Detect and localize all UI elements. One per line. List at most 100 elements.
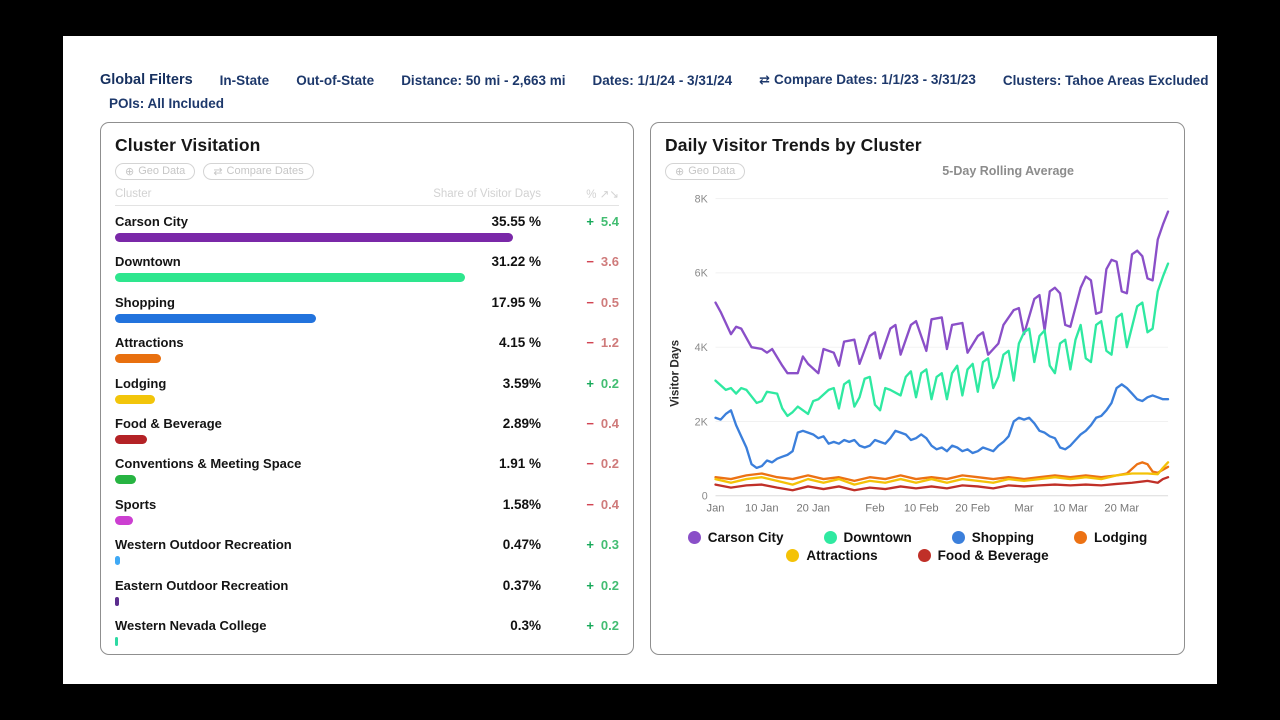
- legend-item[interactable]: Carson City: [687, 530, 784, 545]
- change-indicator: −0.2: [541, 456, 619, 471]
- change-value: 0.2: [600, 577, 619, 593]
- share-bar-track: [115, 475, 619, 485]
- geo-data-button[interactable]: ⊕ Geo Data: [115, 162, 196, 180]
- legend-item[interactable]: Lodging: [1074, 530, 1147, 545]
- table-row[interactable]: Western Nevada College 0.3% +0.2: [115, 610, 619, 650]
- filter-compare-dates-label: Compare Dates: 1/1/23 - 3/31/23: [774, 72, 976, 87]
- cluster-label: Lodging: [115, 375, 167, 391]
- filter-out-of-state[interactable]: Out-of-State: [296, 72, 375, 88]
- table-row[interactable]: Western Outdoor Recreation 0.47% +0.3: [115, 529, 619, 569]
- cluster-label: Shopping: [115, 294, 175, 310]
- cluster-visitation-title: Cluster Visitation: [115, 135, 261, 155]
- share-value: 3.59%: [502, 375, 541, 391]
- minus-icon: −: [586, 415, 594, 431]
- geo-icon: ⊕: [675, 165, 685, 178]
- change-value: 0.2: [600, 375, 619, 391]
- filter-pois[interactable]: POIs: All Included: [109, 96, 225, 111]
- daily-trends-panel: Daily Visitor Trends by Cluster ⊕ Geo Dat…: [650, 122, 1185, 655]
- trend-line-carson-city[interactable]: [714, 210, 1170, 375]
- legend-label: Shopping: [971, 530, 1034, 545]
- share-value: 31.22 %: [491, 254, 541, 270]
- change-indicator: −1.2: [541, 335, 619, 350]
- trend-line-lodging[interactable]: [714, 461, 1170, 483]
- filter-compare-dates[interactable]: ⇄ Compare Dates: 1/1/23 - 3/31/23: [759, 72, 976, 88]
- x-axis-tick-label: 20 Mar: [1104, 502, 1139, 514]
- y-axis-tick-label: 8K: [695, 193, 708, 205]
- trend-line-downtown[interactable]: [714, 262, 1170, 418]
- geo-icon: ⊕: [125, 165, 135, 178]
- x-axis-tick-label: 10 Mar: [1053, 502, 1088, 514]
- trend-chart-area: 0 2K 4K 6K 8K Jan 10 Jan 20 Jan Feb 10 Feb 20 Feb M…: [665, 184, 1170, 527]
- change-indicator: +5.4: [541, 214, 619, 229]
- share-value: 4.15 %: [498, 335, 541, 351]
- legend-label: Food & Beverage: [937, 548, 1049, 563]
- geo-data-button[interactable]: ⊕ Geo Data: [665, 162, 746, 180]
- x-axis-tick-label: 20 Jan: [796, 502, 830, 514]
- legend-dot-icon: [823, 531, 837, 544]
- x-axis-tick-label: Jan: [707, 502, 725, 514]
- minus-icon: −: [586, 456, 594, 472]
- y-axis-tick-label: 4K: [695, 342, 708, 354]
- share-bar: [115, 313, 317, 323]
- share-bar-track: [115, 394, 619, 404]
- rolling-average-subtitle: 5-Day Rolling Average: [942, 164, 1074, 178]
- share-bar-track: [115, 233, 619, 242]
- table-row[interactable]: Conventions & Meeting Space 1.91 % −0.2: [115, 448, 619, 488]
- filter-distance[interactable]: Distance: 50 mi - 2,663 mi: [401, 72, 566, 88]
- y-axis-title: Visitor Days: [669, 340, 682, 407]
- table-row[interactable]: Sports 1.58% −0.4: [115, 489, 619, 529]
- visitor-trends-line-chart[interactable]: 0 2K 4K 6K 8K Jan 10 Jan 20 Jan Feb 10 Feb 20 Feb M…: [665, 184, 1170, 522]
- compare-dates-button-label: Compare Dates: [226, 165, 304, 177]
- change-value: 0.3: [600, 537, 619, 553]
- cluster-label: Eastern Outdoor Recreation: [115, 577, 289, 593]
- share-value: 2.89%: [502, 415, 541, 431]
- filter-dates[interactable]: Dates: 1/1/24 - 3/31/24: [592, 72, 733, 88]
- table-row[interactable]: Attractions 4.15 % −1.2: [115, 327, 619, 367]
- share-value: 35.55 %: [491, 214, 541, 229]
- legend-label: Downtown: [843, 530, 912, 545]
- legend-item[interactable]: Shopping: [951, 530, 1034, 545]
- legend-dot-icon: [917, 549, 931, 562]
- legend-item[interactable]: Food & Beverage: [917, 548, 1049, 563]
- table-row[interactable]: Shopping 17.95 % −0.5: [115, 287, 619, 327]
- legend-item[interactable]: Attractions: [786, 548, 878, 563]
- cluster-label: Western Nevada College: [115, 617, 267, 633]
- plus-icon: +: [586, 577, 594, 593]
- chart-legend: Carson City Downtown Shopping Lodging Attrac…: [665, 530, 1170, 563]
- legend-dot-icon: [786, 549, 800, 562]
- change-value: 0.4: [600, 415, 619, 431]
- table-row[interactable]: Food & Beverage 2.89% −0.4: [115, 408, 619, 448]
- compare-arrows-icon: ⇄: [759, 72, 771, 87]
- share-bar-track: [115, 354, 619, 364]
- trend-line-attractions[interactable]: [714, 461, 1170, 486]
- compare-dates-button[interactable]: ⇄ Compare Dates: [203, 162, 314, 180]
- cluster-label: Western Outdoor Recreation: [115, 537, 292, 553]
- share-value: 0.47%: [502, 537, 541, 553]
- cluster-label: Conventions & Meeting Space: [115, 456, 302, 472]
- change-value: 0.2: [600, 617, 619, 633]
- cluster-label: Downtown: [115, 254, 181, 270]
- cluster-label: Sports: [115, 496, 157, 512]
- change-value: 0.2: [600, 456, 619, 472]
- table-row[interactable]: Eastern Outdoor Recreation 0.37% +0.2: [115, 570, 619, 610]
- x-axis-tick-label: Mar: [1014, 502, 1033, 514]
- filter-in-state[interactable]: In-State: [219, 72, 270, 88]
- change-indicator: −0.4: [541, 497, 619, 512]
- cluster-label: Food & Beverage: [115, 415, 222, 431]
- trend-line-shopping[interactable]: [714, 383, 1170, 470]
- share-bar: [115, 515, 133, 525]
- table-row[interactable]: Lodging 3.59% +0.2: [115, 368, 619, 408]
- filter-clusters[interactable]: Clusters: Tahoe Areas Excluded: [1002, 72, 1209, 88]
- daily-trends-title: Daily Visitor Trends by Cluster: [665, 135, 922, 155]
- trend-line-food-beverage[interactable]: [714, 476, 1170, 492]
- plus-icon: +: [586, 617, 594, 633]
- cluster-label: Attractions: [115, 335, 184, 351]
- change-indicator: −3.6: [541, 254, 619, 269]
- share-bar: [115, 596, 120, 606]
- table-row[interactable]: Carson City 35.55 % +5.4: [115, 206, 619, 246]
- x-axis-tick-label: 10 Jan: [745, 502, 779, 514]
- change-indicator: −0.5: [541, 295, 619, 310]
- legend-item[interactable]: Downtown: [823, 530, 912, 545]
- table-row[interactable]: Downtown 31.22 % −3.6: [115, 246, 619, 286]
